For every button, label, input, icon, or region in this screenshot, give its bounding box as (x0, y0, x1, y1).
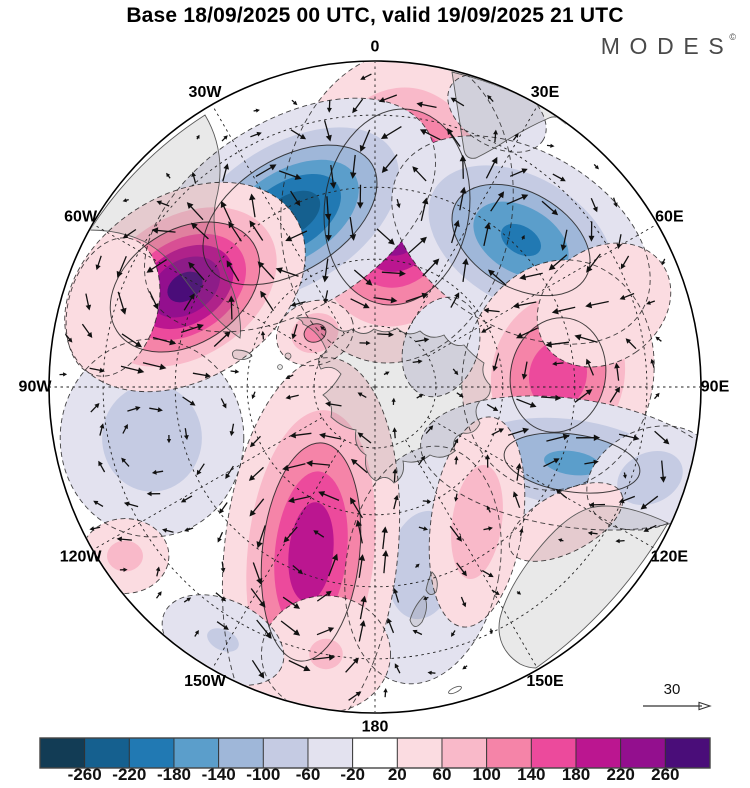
reference-arrow-label: 30 (664, 681, 681, 698)
colorbar-cell (531, 738, 576, 768)
colorbar-tick: -260 (68, 765, 102, 783)
wind-vector-head (256, 109, 260, 113)
wind-vector-head (89, 526, 94, 531)
graticule (49, 61, 701, 713)
longitude-label-30W: 30W (189, 84, 223, 101)
peninsula-island (278, 365, 283, 370)
colorbar-cell (174, 738, 219, 768)
colorbar-cell (85, 738, 130, 768)
colorbar-tick: 20 (388, 765, 407, 783)
colorbar-tick: 60 (433, 765, 452, 783)
longitude-label-150E: 150E (526, 673, 564, 690)
colorbar-tick: 220 (607, 765, 635, 783)
colorbar-cell (129, 738, 174, 768)
colorbar-cell (487, 738, 532, 768)
colorbar-cell (442, 738, 487, 768)
longitude-label-60E: 60E (655, 209, 684, 226)
colorbar-tick: -180 (157, 765, 191, 783)
small-island (448, 685, 463, 695)
colorbar-tick: -100 (246, 765, 280, 783)
longitude-label-120E: 120E (651, 549, 689, 566)
modes-logo: MODES© (601, 32, 736, 60)
colorbar-cell (397, 738, 442, 768)
longitude-label-120W: 120W (60, 549, 103, 566)
colorbar-cell (219, 738, 264, 768)
colorbar-tick: 260 (651, 765, 679, 783)
wind-vector-head (383, 688, 387, 692)
colorbar-cell (263, 738, 308, 768)
longitude-label-60W: 60W (64, 209, 98, 226)
colorbar: -260 -220 -180 -140 -100 -60 -20 20 60 100 140 180 2… (40, 738, 710, 783)
colorbar-tick: 140 (517, 765, 545, 783)
colorbar-cell (353, 738, 398, 768)
longitude-label-90W: 90W (19, 379, 53, 396)
wind-vector-head (550, 144, 554, 148)
colorbar-tick: 180 (562, 765, 590, 783)
wind-vector-head (235, 369, 240, 373)
colorbar-cell (621, 738, 666, 768)
colorbar-tick: 100 (473, 765, 501, 783)
colorbar-tick: -60 (296, 765, 321, 783)
copyright-icon: © (729, 32, 736, 42)
wind-reference-arrow: 30 (643, 681, 710, 710)
longitude-label-180: 180 (362, 719, 389, 736)
colorbar-cell (665, 738, 710, 768)
longitude-label-0: 0 (371, 39, 380, 56)
colorbar-cell (40, 738, 85, 768)
chart-title: Base 18/09/2025 00 UTC, valid 19/09/2025… (0, 4, 750, 28)
longitude-label-30E: 30E (531, 84, 560, 101)
modes-logo-text: MODES (601, 33, 734, 59)
longitude-label-90E: 90E (701, 379, 730, 396)
wind-vector-head (219, 508, 224, 514)
longitude-label-150W: 150W (184, 673, 227, 690)
colorbar-cell (576, 738, 621, 768)
colorbar-cell (308, 738, 353, 768)
colorbar-tick: -20 (340, 765, 365, 783)
colorbar-tick: -140 (202, 765, 236, 783)
colorbar-tick: -220 (112, 765, 146, 783)
anomaly-band (107, 541, 143, 572)
wind-vector-head (63, 372, 67, 376)
